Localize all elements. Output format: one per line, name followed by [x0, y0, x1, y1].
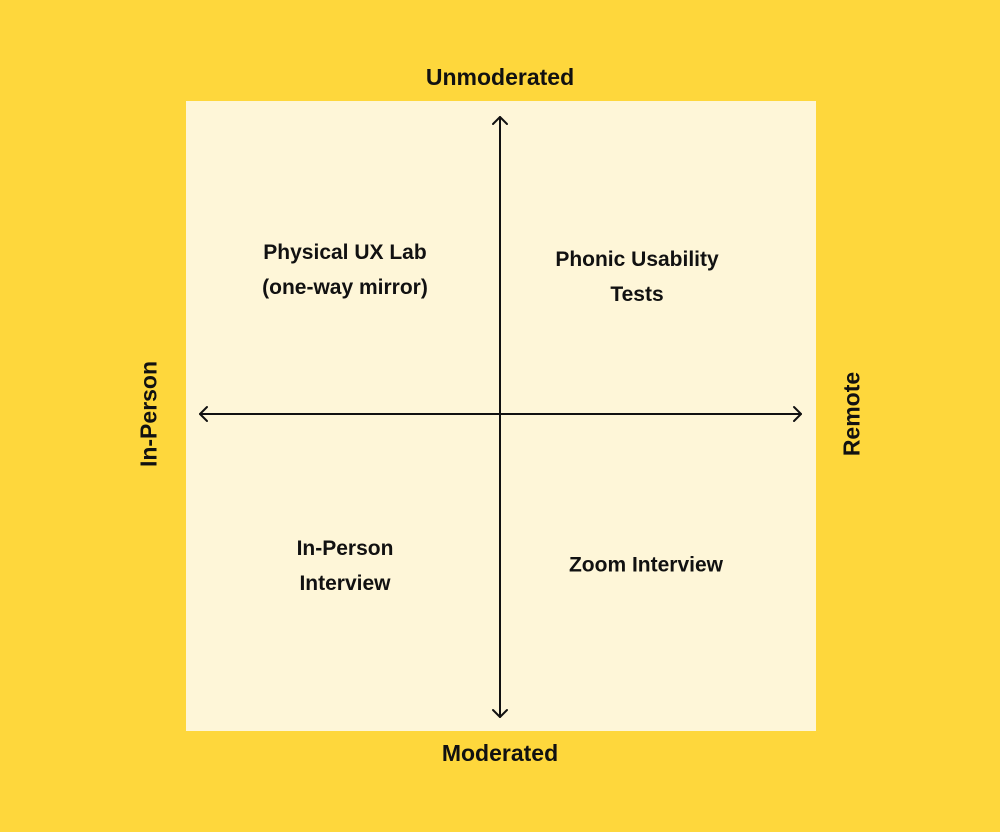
quadrant-bottom-left: In-Person Interview: [297, 531, 394, 601]
quadrant-top-left: Physical UX Lab (one-way mirror): [262, 235, 428, 305]
arrow-left-icon: [199, 406, 208, 422]
quadrant-top-right: Phonic Usability Tests: [555, 242, 718, 312]
arrow-down-icon: [492, 709, 508, 718]
quadrant-text: In-Person: [296, 537, 394, 560]
axis-label-right: Remote: [838, 371, 865, 457]
arrow-up-icon: [492, 116, 508, 125]
quadrant-text: Interview: [299, 572, 391, 595]
quadrant-text: Tests: [610, 283, 664, 306]
quadrant-bottom-right: Zoom Interview: [569, 548, 723, 583]
quadrant-text: Phonic Usability: [555, 248, 719, 271]
axis-label-left: In-Person: [135, 360, 162, 468]
axis-label-bottom: Moderated: [441, 740, 559, 766]
quadrant-text: Zoom Interview: [568, 553, 724, 577]
axis-label-top: Unmoderated: [425, 64, 575, 90]
arrow-right-icon: [793, 406, 802, 422]
quadrant-text: (one-way mirror): [262, 276, 428, 299]
quadrant-text: Physical UX Lab: [263, 241, 427, 264]
